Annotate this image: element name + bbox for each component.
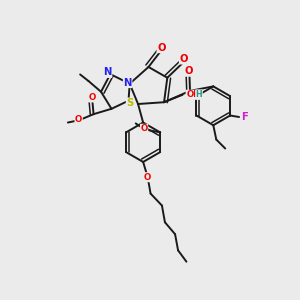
Text: O: O (185, 66, 194, 76)
Text: O: O (157, 43, 166, 52)
Text: O: O (88, 93, 96, 102)
Text: F: F (241, 112, 247, 122)
Text: O: O (75, 115, 82, 124)
Text: H: H (196, 90, 202, 99)
Text: N: N (123, 77, 132, 88)
Text: O: O (144, 173, 151, 182)
Text: OH: OH (186, 90, 200, 99)
Text: N: N (103, 68, 112, 77)
Text: O: O (140, 124, 148, 133)
Text: O: O (179, 54, 188, 64)
Text: S: S (126, 98, 134, 108)
